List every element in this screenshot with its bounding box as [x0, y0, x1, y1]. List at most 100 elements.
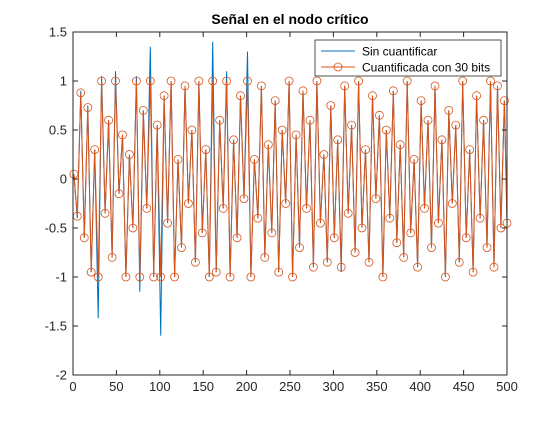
series-2-point — [229, 135, 239, 145]
series-2-point — [475, 213, 485, 223]
series-2-point — [218, 203, 228, 213]
series-2-point — [357, 223, 367, 233]
series-2-point — [437, 135, 447, 145]
series-2-point — [409, 154, 419, 164]
series-2-point — [468, 267, 478, 277]
series-2-point — [128, 223, 138, 233]
series-2-point — [416, 96, 426, 105]
series-2-point — [232, 233, 242, 243]
series-2-point — [76, 88, 86, 98]
series-2-point — [482, 243, 492, 253]
series-2-point — [166, 76, 176, 86]
series-2-point — [395, 140, 405, 150]
series-2-point — [336, 262, 346, 272]
series-2-point — [187, 125, 197, 135]
legend-entry-label: Sin cuantificar — [362, 45, 437, 59]
series-2-point — [340, 81, 350, 91]
series-2-point — [114, 189, 124, 199]
x-tick-label: 450 — [453, 379, 475, 394]
series-2-point — [163, 218, 173, 228]
x-tick-label: 300 — [323, 379, 345, 394]
y-tick-label: 0 — [60, 172, 67, 187]
series-2-point — [277, 125, 287, 135]
series-2-point — [260, 252, 270, 262]
y-tick-label: -1.5 — [45, 319, 67, 334]
series-2-point — [253, 213, 263, 223]
series-2-point — [243, 76, 252, 86]
series-2-point — [246, 272, 256, 282]
series-layer — [69, 41, 512, 336]
series-2-point — [447, 199, 457, 208]
series-2-point — [315, 218, 325, 228]
series-2-point — [326, 101, 336, 110]
series-2-point — [454, 257, 464, 267]
y-tick-label: 1 — [60, 74, 67, 89]
series-2-point — [381, 125, 391, 135]
series-2-point — [472, 91, 482, 101]
series-2-point — [402, 76, 412, 86]
series-2-point — [124, 150, 134, 159]
series-2-point — [347, 120, 357, 130]
x-tick-label: 200 — [236, 379, 258, 394]
x-tick-label: 250 — [279, 379, 301, 394]
series-2-point — [111, 76, 120, 86]
series-2-point — [281, 199, 291, 208]
series-2-point — [322, 257, 332, 267]
series-2-point — [180, 81, 190, 91]
series-2-point — [201, 145, 211, 155]
series-2-point — [305, 115, 315, 125]
series-2-point — [107, 252, 117, 262]
legend-box — [314, 39, 502, 77]
series-2-point — [197, 228, 207, 238]
series-2-point — [420, 203, 429, 213]
series-2-point — [385, 213, 395, 223]
series-2-point — [152, 120, 162, 130]
series-2-point — [256, 81, 266, 91]
y-tick-label: 1.5 — [49, 25, 67, 40]
series-2-point — [149, 272, 159, 282]
y-tick-label: -2 — [55, 368, 67, 383]
series-2-point — [225, 272, 235, 282]
series-2-point — [131, 76, 141, 86]
series-2-point — [142, 203, 152, 213]
series-2-point — [156, 272, 166, 282]
x-tick-label: 150 — [192, 379, 214, 394]
series-2-point — [392, 238, 402, 248]
series-2-point — [493, 81, 502, 91]
series-2-point — [413, 262, 423, 272]
series-2-point — [451, 120, 461, 130]
series-2-point — [86, 267, 96, 277]
axes-layer: 0 50 100 150 200 250 300 350 400 450 500 -2 -1.5 -1 -0… — [45, 25, 518, 395]
series-2-point — [312, 76, 322, 86]
series-2-point — [190, 257, 200, 267]
series-2-point — [79, 233, 89, 243]
x-tick-label: 50 — [109, 379, 123, 394]
legend-swatch-marker — [333, 62, 343, 72]
series-2-point — [215, 115, 225, 125]
series-2-point — [364, 257, 374, 267]
series-2-point — [93, 272, 103, 282]
series-2-point — [479, 115, 489, 125]
series-2-point — [368, 91, 377, 101]
series-2-point — [406, 228, 416, 238]
series-2-point — [284, 76, 294, 86]
series-2-point — [302, 203, 311, 213]
series-2-point — [204, 272, 214, 282]
series-2-point — [486, 76, 495, 86]
series-2-point — [170, 272, 180, 282]
series-line-2 — [73, 80, 508, 278]
series-2-point — [208, 76, 218, 86]
series-2-point — [298, 86, 308, 96]
series-2-point — [333, 135, 343, 145]
series-2-point — [461, 233, 471, 243]
series-2-point — [211, 267, 221, 277]
series-2-point — [465, 145, 475, 155]
series-2-point — [145, 76, 155, 86]
series-2-point — [458, 76, 468, 86]
chart-title: Señal en el nodo crítico — [211, 11, 368, 27]
series-2-point — [121, 272, 131, 282]
series-2-point — [291, 130, 301, 140]
series-2-point — [194, 76, 204, 86]
